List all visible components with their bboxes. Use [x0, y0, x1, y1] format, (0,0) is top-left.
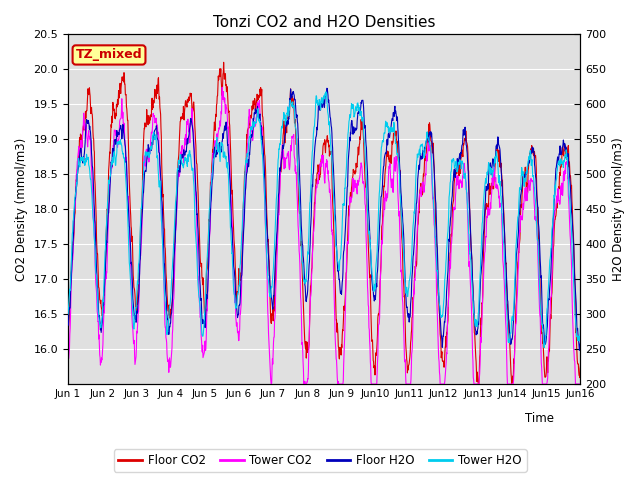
Title: Tonzi CO2 and H2O Densities: Tonzi CO2 and H2O Densities — [213, 15, 435, 30]
Legend: Floor CO2, Tower CO2, Floor H2O, Tower H2O: Floor CO2, Tower CO2, Floor H2O, Tower H… — [113, 449, 527, 472]
Y-axis label: H2O Density (mmol/m3): H2O Density (mmol/m3) — [612, 137, 625, 281]
Text: TZ_mixed: TZ_mixed — [76, 48, 142, 61]
X-axis label: Time: Time — [525, 412, 554, 425]
Y-axis label: CO2 Density (mmol/m3): CO2 Density (mmol/m3) — [15, 137, 28, 281]
